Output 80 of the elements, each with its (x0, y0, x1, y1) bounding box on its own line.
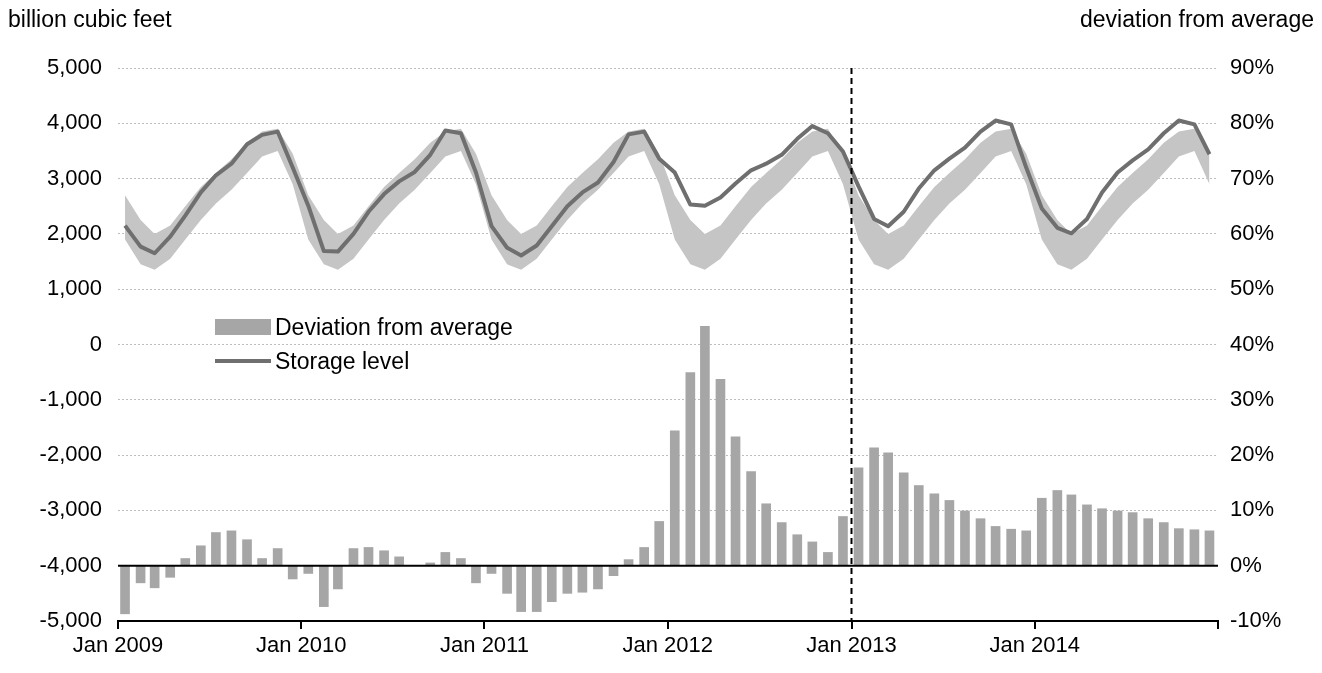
bar (1021, 530, 1032, 567)
bar (654, 521, 665, 567)
x-tick-label: Jan 2013 (806, 632, 897, 658)
bar (853, 467, 864, 567)
x-tick-label: Jan 2009 (72, 632, 164, 658)
x-tick-label: Jan 2012 (622, 632, 714, 658)
y-axis-title: billion cubic feet (8, 6, 172, 33)
y-tick-label: 5,000 (46, 54, 102, 80)
y-tick-label: -4,000 (39, 551, 102, 577)
bar (944, 500, 955, 567)
bar (730, 436, 741, 567)
y-tick-label: -1,000 (39, 385, 102, 411)
bar (913, 485, 924, 567)
bar (746, 471, 756, 567)
bar (196, 545, 206, 567)
y2-tick-label: 90% (1230, 54, 1275, 80)
bar (1097, 508, 1107, 567)
bar (838, 516, 848, 567)
bar (1112, 510, 1123, 567)
bar (120, 565, 130, 615)
bar (1189, 529, 1200, 567)
bar (1127, 512, 1138, 567)
bar (1082, 504, 1092, 567)
x-tick-label: Jan 2011 (440, 632, 529, 658)
bar (761, 503, 771, 567)
bar (669, 430, 680, 567)
x-tick-label: Jan 2010 (255, 632, 347, 658)
y2-tick-label: 20% (1230, 441, 1275, 467)
y2-tick-label: 70% (1230, 164, 1275, 190)
bar (898, 472, 909, 567)
bar (333, 565, 343, 590)
legend-label: Storage level (275, 347, 410, 375)
bar (639, 547, 649, 567)
y2-tick-label: 30% (1230, 385, 1275, 411)
y-tick-label: 2,000 (46, 219, 102, 245)
bar (823, 552, 833, 567)
bar (1143, 518, 1154, 567)
y2-tick-label: 40% (1230, 330, 1275, 356)
x-tick-label: Jan 2014 (989, 632, 1081, 658)
bar (960, 510, 970, 567)
bar (792, 534, 803, 567)
bar (546, 565, 557, 602)
bar (211, 532, 221, 567)
y-tick-label: 4,000 (46, 109, 102, 135)
y-tick-label: -3,000 (39, 496, 102, 522)
y2-tick-label: 50% (1230, 275, 1275, 301)
bar (990, 526, 1001, 567)
y2-axis-title: deviation from average (1080, 6, 1314, 33)
bar (685, 372, 696, 567)
bar (1006, 528, 1016, 567)
bar (1158, 522, 1169, 567)
y2-tick-label: 80% (1230, 109, 1275, 135)
bar (975, 518, 986, 567)
bar (319, 565, 329, 607)
bar (1174, 528, 1184, 567)
legend-label: Deviation from average (275, 313, 513, 341)
y-tick-label: -5,000 (39, 607, 102, 633)
bar (715, 379, 726, 567)
bar (593, 565, 603, 590)
bar (379, 550, 389, 567)
bar (1066, 494, 1077, 567)
bar (531, 565, 542, 612)
bar (242, 539, 252, 567)
y-tick-label: -2,000 (39, 441, 102, 467)
y2-tick-label: 10% (1230, 496, 1275, 522)
bar (1052, 490, 1063, 567)
bar (929, 493, 940, 567)
y-tick-label: 3,000 (46, 164, 102, 190)
bar (516, 565, 526, 612)
bar (502, 565, 512, 594)
bar (883, 452, 893, 567)
y2-tick-label: 60% (1230, 219, 1275, 245)
bar (1036, 497, 1047, 567)
y2-tick-label: -10% (1230, 607, 1282, 633)
y2-tick-label: 0% (1230, 551, 1262, 577)
y-tick-label: 0 (89, 330, 102, 356)
bar (869, 447, 879, 567)
bar (700, 325, 710, 567)
y-tick-label: 1,000 (46, 275, 102, 301)
bar (776, 522, 787, 567)
